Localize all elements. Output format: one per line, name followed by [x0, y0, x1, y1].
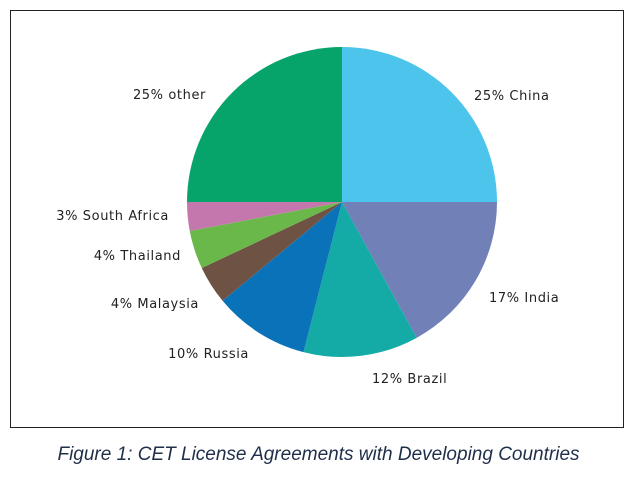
- pie-slice-russia: [222, 202, 342, 353]
- pie-chart: 25% China 17% India 12% Brazil 10% Russia 4%…: [56, 47, 559, 387]
- pie-slice-china: [342, 47, 497, 202]
- slice-label-brazil: 12% Brazil: [372, 372, 447, 387]
- pie-slice-south-africa: [187, 202, 342, 232]
- pie-slice-malaysia: [201, 202, 342, 301]
- slice-label-russia: 10% Russia: [168, 347, 249, 362]
- pie-slice-other: [187, 47, 342, 202]
- pie-slice-thailand: [189, 202, 342, 268]
- figure-caption: Figure 1: CET License Agreements with De…: [57, 444, 580, 465]
- pie-slice-india: [342, 202, 498, 338]
- slice-label-other: 25% other: [133, 88, 206, 103]
- slice-label-china: 25% China: [474, 89, 550, 104]
- chart-frame: 25% China 17% India 12% Brazil 10% Russia 4%…: [10, 10, 624, 428]
- slice-label-india: 17% India: [489, 291, 559, 306]
- pie-slice-brazil: [303, 202, 417, 358]
- slice-label-malaysia: 4% Malaysia: [111, 297, 199, 312]
- slice-label-thailand: 4% Thailand: [94, 249, 181, 264]
- slice-label-south-africa: 3% South Africa: [56, 209, 169, 224]
